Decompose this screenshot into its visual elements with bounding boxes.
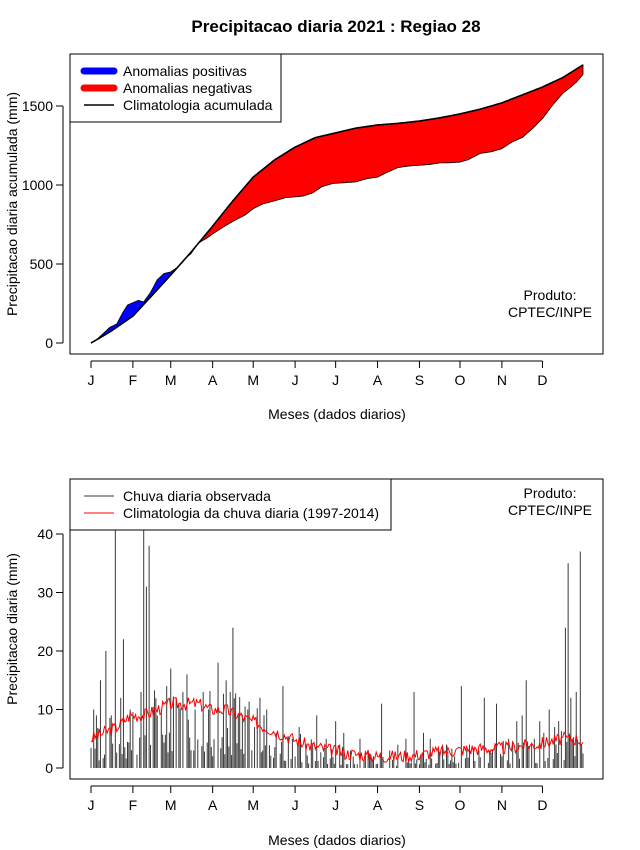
daily-climatology-line — [90, 696, 584, 764]
daily-x-label: Meses (dados diarios) — [268, 832, 406, 848]
x-tick-label: N — [497, 372, 507, 388]
x-tick-label: M — [165, 372, 177, 388]
y-tick-label: 0 — [45, 335, 53, 351]
y-tick-label: 0 — [45, 760, 53, 776]
x-tick-label: J — [88, 372, 95, 388]
x-tick-label: O — [455, 372, 466, 388]
y-tick-label: 10 — [37, 702, 53, 718]
x-tick-label: J — [292, 372, 299, 388]
credit-produto-bottom: Produto: — [524, 485, 577, 501]
x-tick-label: J — [88, 797, 95, 813]
cumulative-axes: 0 500 1000 1500 J F M A M J J A S O N D — [22, 98, 548, 388]
x-tick-label: J — [332, 372, 339, 388]
credit-cptec-bottom: CPTEC/INPE — [508, 502, 592, 518]
x-tick-label: D — [537, 372, 547, 388]
x-tick-label: M — [247, 372, 259, 388]
cumulative-chart: 0 500 1000 1500 J F M A M J J A S O N D Precipitacao di… — [4, 53, 604, 422]
credit-cptec-top: CPTEC/INPE — [508, 304, 592, 320]
credit-produto-top: Produto: — [524, 287, 577, 303]
x-tick-label: A — [373, 372, 383, 388]
positive-anomaly-area — [90, 257, 187, 344]
y-tick-label: 20 — [37, 643, 53, 659]
x-tick-label: D — [537, 797, 547, 813]
cumulative-plot-area — [90, 64, 584, 344]
cumulative-x-label: Meses (dados diarios) — [268, 406, 406, 422]
y-tick-label: 40 — [37, 526, 53, 542]
y-tick-label: 500 — [30, 256, 54, 272]
x-tick-label: M — [165, 797, 177, 813]
legend-label-observed: Chuva diaria observada — [123, 488, 271, 504]
daily-axes: 0 10 20 30 40 J F M A M J J A S O N D — [37, 526, 547, 813]
daily-chart: 0 10 20 30 40 J F M A M J J A S O N D Precipitacao diari… — [4, 478, 604, 848]
legend-label-positive: Anomalias positivas — [123, 63, 247, 79]
daily-legend: Chuva diaria observada Climatologia da c… — [69, 478, 392, 531]
cumulative-plot-frame — [69, 53, 604, 355]
x-tick-label: A — [373, 797, 383, 813]
x-tick-label: M — [247, 797, 259, 813]
daily-y-label: Precipitacao diaria (mm) — [4, 553, 20, 705]
x-tick-label: S — [415, 797, 424, 813]
daily-legend-box — [69, 478, 392, 531]
legend-label-climatology: Climatologia acumulada — [123, 97, 273, 113]
x-tick-label: A — [208, 372, 218, 388]
legend-label-daily-climatology: Climatologia da chuva diaria (1997-2014) — [123, 505, 379, 521]
x-tick-label: S — [415, 372, 424, 388]
x-tick-label: F — [129, 372, 138, 388]
cumulative-climatology-line — [90, 64, 584, 344]
y-tick-label: 1500 — [22, 98, 53, 114]
x-tick-label: F — [129, 797, 138, 813]
x-tick-label: N — [497, 797, 507, 813]
legend-label-negative: Anomalias negativas — [123, 80, 252, 96]
x-tick-label: A — [208, 797, 218, 813]
y-tick-label: 1000 — [22, 177, 53, 193]
daily-plot-area — [90, 504, 584, 768]
x-tick-label: J — [292, 797, 299, 813]
cumulative-legend: Anomalias positivas Anomalias negativas … — [69, 53, 282, 123]
chart-title: Precipitacao diaria 2021 : Regiao 28 — [191, 17, 480, 36]
cumulative-y-label: Precipitacao diaria acumulada (mm) — [4, 92, 20, 316]
x-tick-label: J — [332, 797, 339, 813]
y-tick-label: 30 — [37, 585, 53, 601]
x-tick-label: O — [455, 797, 466, 813]
